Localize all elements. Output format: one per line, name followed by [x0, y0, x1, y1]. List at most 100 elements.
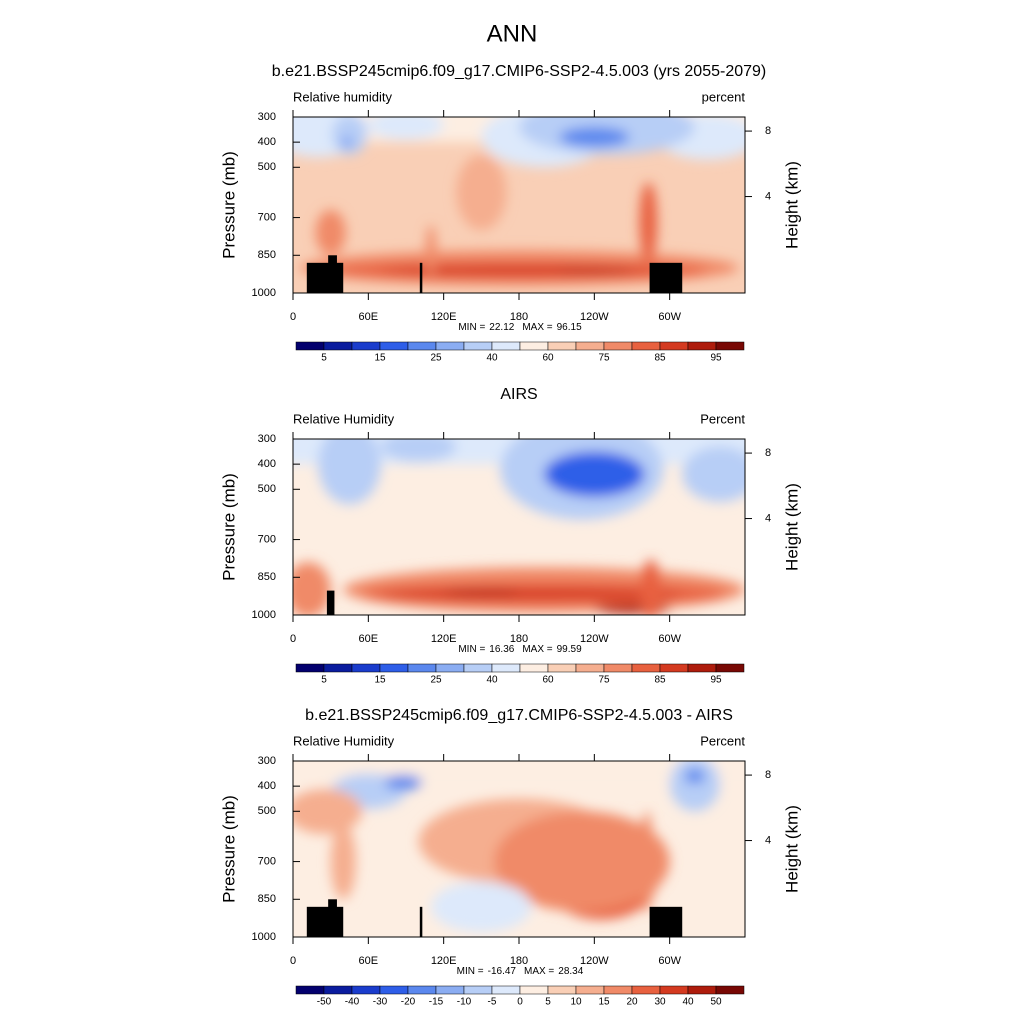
min-label: MIN = [457, 966, 484, 977]
colorbar-box [379, 663, 409, 673]
colorbar-box [603, 985, 633, 995]
colorbar-label: 75 [598, 675, 610, 686]
colorbar-label: 25 [430, 675, 442, 686]
field-region [330, 823, 356, 900]
colorbar-box [407, 985, 437, 995]
x-tick-label: 180 [510, 633, 528, 645]
y-tick-label: 300 [258, 433, 276, 445]
colorbar-label: 0 [517, 997, 523, 1008]
topography [419, 262, 423, 293]
y-axis-label: Pressure (mb) [219, 795, 238, 903]
y2-tick-label: 8 [765, 447, 771, 459]
colorbar-box [295, 663, 325, 673]
field-region [556, 268, 632, 273]
left-label: Relative Humidity [293, 733, 395, 748]
x-tick-label: 60E [359, 955, 379, 967]
colorbar-label: 85 [654, 353, 666, 364]
field-region [293, 562, 331, 615]
field-region [682, 446, 745, 502]
y-tick-label: 300 [258, 755, 276, 767]
right-label: Percent [700, 733, 745, 748]
field-region [380, 439, 457, 462]
figure-title: ANN [487, 20, 538, 47]
x-tick-label: 60W [658, 311, 681, 323]
field [293, 761, 745, 937]
min-max: MIN = -16.47 MAX = 28.34 [457, 966, 584, 977]
min-value: -16.47 [488, 966, 517, 977]
colorbar-box [547, 663, 577, 673]
min-label: MIN = [458, 644, 485, 655]
x-tick-label: 180 [510, 311, 528, 323]
colorbar-label: 85 [654, 675, 666, 686]
x-tick-label: 0 [290, 633, 296, 645]
colorbar-box [575, 663, 605, 673]
colorbar-box [575, 985, 605, 995]
colorbar-box [631, 663, 661, 673]
y-tick-label: 300 [258, 111, 276, 123]
y-tick-label: 700 [258, 855, 276, 867]
colorbar-label: 40 [682, 997, 694, 1008]
panel-title: b.e21.BSSP245cmip6.f09_g17.CMIP6-SSP2-4.… [272, 63, 767, 80]
colorbar-box [323, 663, 353, 673]
field-region [331, 117, 368, 155]
colorbar-label: -40 [345, 997, 360, 1008]
colorbar-box [491, 663, 521, 673]
x-tick-label: 0 [290, 955, 296, 967]
colorbar-label: 5 [321, 675, 327, 686]
colorbar-box [491, 985, 521, 995]
topography [306, 906, 344, 937]
min-label: MIN = [458, 322, 485, 333]
y2-tick-label: 4 [765, 190, 771, 202]
field-region [293, 788, 363, 834]
x-tick-label: 120E [431, 311, 457, 323]
y2-axis-label: Height (km) [782, 161, 801, 249]
panel: b.e21.BSSP245cmip6.f09_g17.CMIP6-SSP2-4.… [219, 707, 801, 1007]
colorbar-box [435, 985, 465, 995]
left-label: Relative humidity [293, 89, 392, 104]
colorbar-box [379, 985, 409, 995]
field-region [341, 137, 353, 147]
min-max: MIN = 22.12 MAX = 96.15 [458, 322, 582, 333]
colorbar-box [519, 341, 549, 351]
y2-tick-label: 8 [765, 125, 771, 137]
y-tick-label: 500 [258, 161, 276, 173]
colorbar-label: 25 [430, 353, 442, 364]
max-value: 28.34 [558, 966, 583, 977]
x-tick-label: 60W [658, 955, 681, 967]
panel-title: AIRS [500, 386, 537, 403]
colorbar-label: 15 [374, 353, 386, 364]
colorbar-label: 5 [545, 997, 551, 1008]
right-label: percent [702, 89, 746, 104]
colorbar-box [687, 341, 717, 351]
colorbar-label: -50 [317, 997, 332, 1008]
colorbar-box [547, 341, 577, 351]
y-tick-label: 1000 [252, 931, 276, 943]
x-tick-label: 180 [510, 955, 528, 967]
colorbar-box [351, 663, 381, 673]
x-tick-label: 120W [580, 311, 609, 323]
x-tick-label: 60W [658, 633, 681, 645]
colorbar-box [659, 663, 689, 673]
right-label: Percent [700, 411, 745, 426]
field-region [315, 210, 346, 256]
colorbar-label: 40 [486, 353, 498, 364]
field-region [380, 588, 683, 599]
colorbar-label: 10 [570, 997, 582, 1008]
y-tick-label: 500 [258, 483, 276, 495]
field-region [318, 439, 381, 505]
colorbar-label: -15 [429, 997, 444, 1008]
y-tick-label: 400 [258, 780, 276, 792]
y2-axis-label: Height (km) [782, 483, 801, 571]
y-tick-label: 400 [258, 458, 276, 470]
colorbar-box [687, 985, 717, 995]
colorbar-label: 40 [486, 675, 498, 686]
field-region [669, 761, 720, 812]
colorbar-label: 60 [542, 675, 554, 686]
colorbar-box [435, 663, 465, 673]
x-tick-label: 120E [431, 633, 457, 645]
x-tick-label: 60E [359, 311, 379, 323]
topography [649, 906, 683, 937]
x-tick-label: 0 [290, 311, 296, 323]
colorbar-box [631, 341, 661, 351]
field-region [384, 774, 423, 790]
